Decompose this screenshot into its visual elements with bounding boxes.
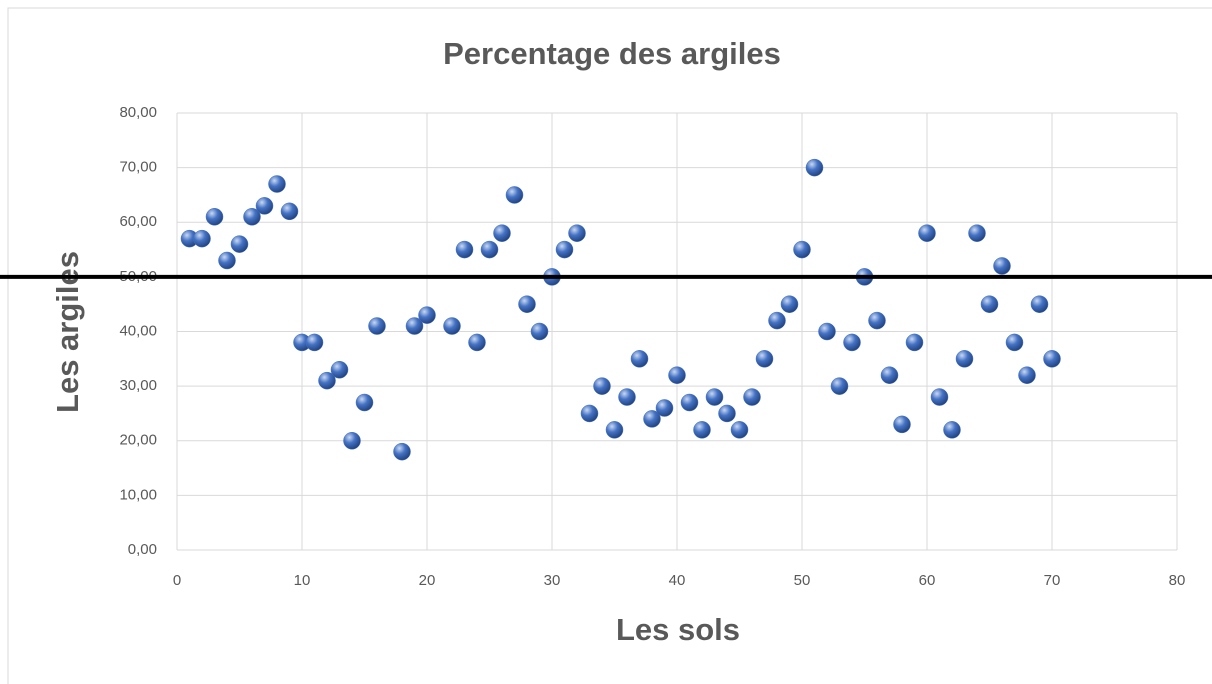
point	[580, 404, 599, 423]
chart-border	[7, 7, 1212, 684]
point	[693, 421, 711, 439]
point	[555, 240, 574, 259]
x-tick-label: 40	[669, 572, 686, 589]
point	[868, 311, 886, 330]
point	[830, 377, 849, 395]
point	[718, 404, 736, 423]
point	[605, 421, 624, 439]
point	[493, 224, 511, 242]
point	[455, 240, 474, 259]
point	[368, 317, 386, 335]
point	[418, 306, 436, 324]
point	[730, 421, 749, 439]
point	[655, 399, 674, 417]
point	[230, 235, 249, 253]
point	[618, 388, 636, 406]
point	[568, 224, 586, 242]
y-tick-label: 40,00	[119, 322, 157, 339]
point	[593, 377, 611, 395]
x-tick-label: 50	[794, 572, 811, 589]
point	[218, 251, 236, 270]
point	[930, 388, 949, 406]
point	[943, 421, 961, 439]
point	[1018, 366, 1036, 384]
point	[893, 415, 911, 434]
point	[680, 393, 699, 412]
x-tick-label: 20	[419, 572, 436, 589]
x-tick-label: 30	[544, 572, 561, 589]
y-tick-label: 10,00	[119, 486, 157, 503]
point	[880, 366, 899, 384]
point	[968, 224, 986, 242]
point	[918, 224, 936, 242]
point	[980, 295, 999, 313]
point	[843, 333, 861, 352]
x-tick-label: 60	[919, 572, 936, 589]
y-tick-label: 30,00	[119, 377, 157, 394]
x-tick-label: 80	[1169, 572, 1186, 589]
point	[793, 240, 811, 259]
point	[530, 322, 549, 341]
point	[193, 229, 211, 248]
point	[468, 333, 486, 352]
point	[905, 333, 924, 352]
point	[768, 311, 786, 330]
point	[1005, 333, 1024, 352]
y-tick-label: 80,00	[119, 104, 157, 121]
point	[805, 158, 824, 177]
point	[305, 333, 324, 352]
point	[343, 432, 361, 450]
point	[993, 257, 1011, 275]
point	[755, 350, 774, 368]
point	[355, 393, 374, 412]
point	[405, 317, 424, 335]
y-tick-label: 0,00	[128, 541, 157, 558]
point	[330, 360, 349, 379]
point	[955, 350, 974, 368]
point	[1043, 350, 1061, 368]
point	[505, 186, 524, 204]
y-tick-label: 20,00	[119, 432, 157, 449]
x-tick-label: 10	[294, 572, 311, 589]
point	[318, 371, 336, 390]
x-tick-label: 70	[1044, 572, 1061, 589]
point	[643, 410, 661, 428]
point	[705, 388, 724, 406]
chart-title: Percentage des argiles	[443, 36, 781, 71]
point	[518, 295, 536, 313]
point	[393, 442, 411, 461]
x-tick-label: 0	[173, 572, 181, 589]
point	[243, 208, 261, 226]
point	[780, 295, 799, 313]
point	[743, 388, 761, 406]
y-tick-label: 60,00	[119, 213, 157, 230]
x-axis-label: Les sols	[616, 612, 740, 647]
point	[668, 366, 686, 384]
point	[268, 175, 286, 193]
point	[1030, 295, 1049, 313]
point	[818, 322, 836, 341]
point	[205, 208, 224, 226]
point	[255, 197, 274, 215]
point	[630, 350, 649, 368]
point	[280, 202, 299, 221]
point	[443, 317, 461, 335]
y-tick-label: 70,00	[119, 159, 157, 176]
point	[480, 240, 499, 259]
